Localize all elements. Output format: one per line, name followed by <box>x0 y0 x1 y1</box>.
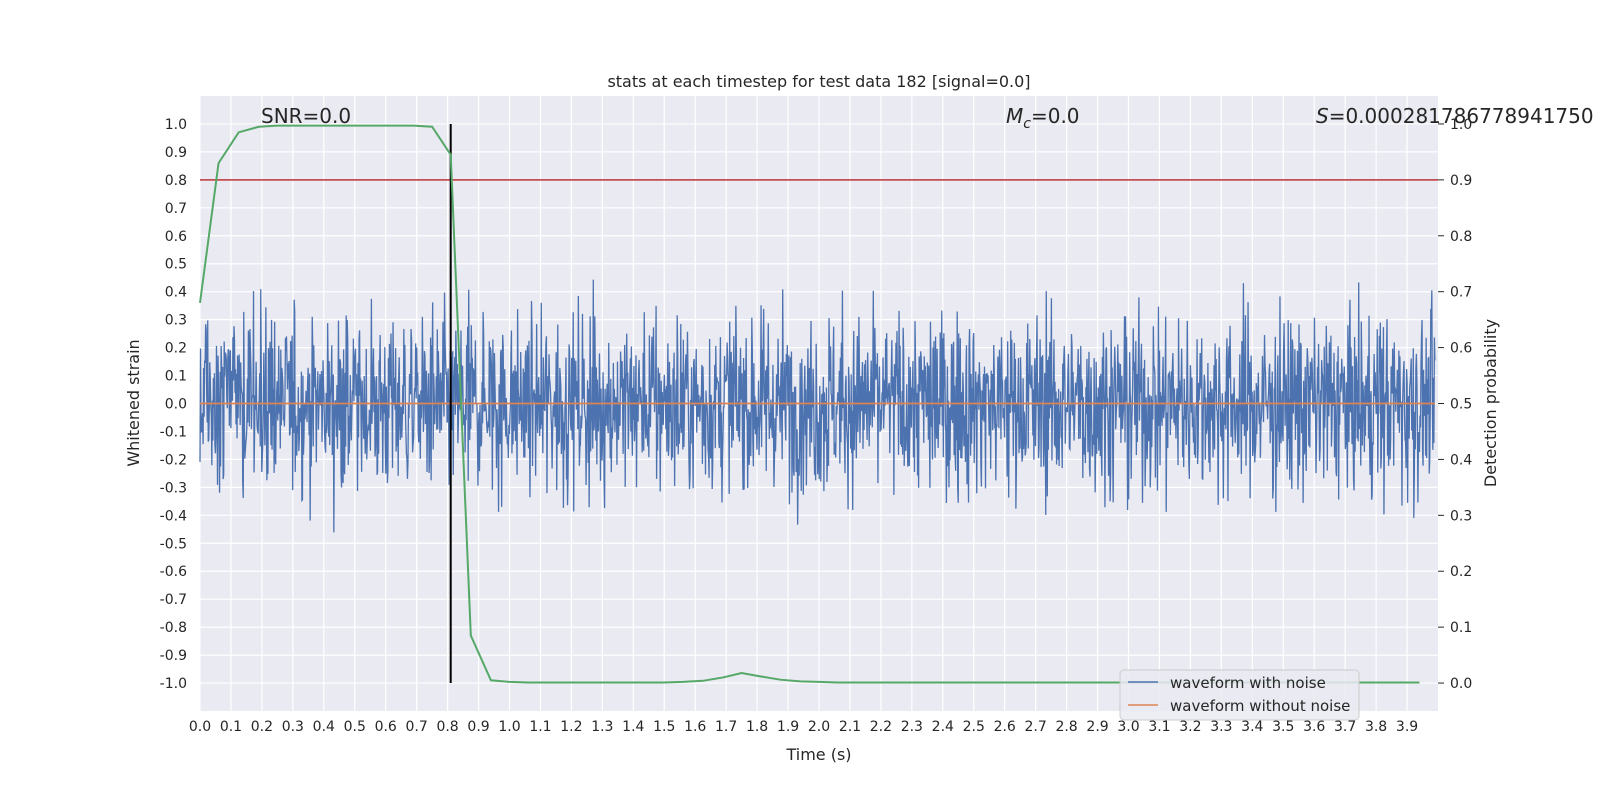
y-tick-label-right: 0.6 <box>1450 341 1472 357</box>
chirp-mass-symbol: M <box>1006 104 1023 128</box>
x-tick-label: 1.8 <box>746 719 768 735</box>
x-tick-label: 2.8 <box>1055 719 1077 735</box>
tick-labels: 0.0 0.1 0.2 0.3 0.4 0.5 0.6 0.7 0.8 0.9 1.0 1.1 1.2 1… <box>160 117 1473 735</box>
x-tick-label: 3.3 <box>1210 719 1232 735</box>
y-tick-label-left: 0.9 <box>165 145 187 161</box>
y-tick-label-left: -0.8 <box>160 620 187 636</box>
y-tick-label-right: 0.4 <box>1450 452 1472 468</box>
waveform-with-noise-line <box>199 279 1436 533</box>
x-tick-label: 3.5 <box>1272 719 1294 735</box>
y-tick-label-left: 0.1 <box>165 369 187 385</box>
x-tick-label: 1.9 <box>777 719 799 735</box>
y-tick-label-left: -0.7 <box>160 592 187 608</box>
y-tick-label-left: 0.7 <box>165 201 187 217</box>
x-tick-label: 0.9 <box>467 719 489 735</box>
y-tick-label-left: -0.1 <box>160 424 187 440</box>
x-tick-label: 2.0 <box>808 719 830 735</box>
y-axis-label-left: Whitened strain <box>124 339 143 466</box>
chart-title: stats at each timestep for test data 182… <box>607 72 1030 91</box>
legend-box <box>1119 669 1360 721</box>
x-tick-label: 2.5 <box>963 719 985 735</box>
x-tick-label: 1.4 <box>622 719 644 735</box>
y-tick-label-left: 0.3 <box>165 313 187 329</box>
y-tick-label-right: 0.3 <box>1450 508 1472 524</box>
y-tick-label-left: -0.5 <box>160 536 187 552</box>
x-tick-label: 3.0 <box>1117 719 1139 735</box>
y-tick-label-right: 0.2 <box>1450 564 1472 580</box>
x-tick-label: 2.2 <box>870 719 892 735</box>
x-axis-label: Time (s) <box>785 745 851 764</box>
y-tick-label-right: 0.5 <box>1450 397 1472 413</box>
series-waveform-with-noise <box>199 279 1436 533</box>
x-tick-label: 2.1 <box>839 719 861 735</box>
y-tick-label-left: 0.0 <box>165 397 187 413</box>
x-tick-label: 3.8 <box>1365 719 1387 735</box>
snr-annotation: SNR=0.0 <box>261 104 351 128</box>
x-tick-label: 1.5 <box>653 719 675 735</box>
x-tick-label: 1.1 <box>529 719 551 735</box>
x-tick-label: 3.1 <box>1148 719 1170 735</box>
y-tick-label-left: 0.8 <box>165 173 187 189</box>
y-tick-label-right: 0.0 <box>1450 676 1472 692</box>
x-tick-label: 2.7 <box>1025 719 1047 735</box>
s-symbol: S <box>1316 104 1329 128</box>
y-tick-label-left: 0.4 <box>165 285 187 301</box>
series-lines <box>199 123 1438 684</box>
x-tick-label: 0.5 <box>344 719 366 735</box>
x-tick-label: 0.3 <box>282 719 304 735</box>
x-tick-label: 1.2 <box>560 719 582 735</box>
x-tick-label: 0.2 <box>251 719 273 735</box>
y-axis-label-right: Detection probability <box>1481 319 1500 487</box>
y-tick-label-left: -0.2 <box>160 452 187 468</box>
x-tick-label: 1.0 <box>498 719 520 735</box>
x-tick-label: 2.9 <box>1086 719 1108 735</box>
y-tick-label-left: -0.9 <box>160 648 187 664</box>
chirp-mass-subscript: c <box>1023 116 1031 132</box>
y-tick-label-left: -0.6 <box>160 564 187 580</box>
y-tick-label-right: 0.9 <box>1450 173 1472 189</box>
legend-label-clean: waveform without noise <box>1170 697 1350 715</box>
x-tick-label: 0.1 <box>220 719 242 735</box>
s-annotation: S=0.000281786778941750 <box>1316 104 1594 128</box>
y-tick-label-left: -0.4 <box>160 508 187 524</box>
y-tick-label-left: 0.2 <box>165 341 187 357</box>
y-tick-label-left: 1.0 <box>165 117 187 133</box>
x-tick-label: 2.3 <box>901 719 923 735</box>
x-tick-label: 3.4 <box>1241 719 1263 735</box>
y-tick-label-left: -1.0 <box>160 676 187 692</box>
legend: waveform with noise waveform without noi… <box>1119 669 1360 721</box>
x-tick-label: 0.6 <box>375 719 397 735</box>
x-tick-label: 2.4 <box>932 719 954 735</box>
x-tick-label: 1.6 <box>684 719 706 735</box>
y-tick-label-left: -0.3 <box>160 480 187 496</box>
x-tick-label: 1.7 <box>715 719 737 735</box>
x-tick-label: 0.8 <box>436 719 458 735</box>
y-tick-label-right: 0.8 <box>1450 229 1472 245</box>
chirp-mass-value: =0.0 <box>1031 104 1080 128</box>
y-tick-label-right: 1.0 <box>1450 117 1472 133</box>
chirp-mass-annotation: Mc=0.0 <box>1006 104 1080 132</box>
x-tick-label: 3.6 <box>1303 719 1325 735</box>
y-tick-label-right: 0.1 <box>1450 620 1472 636</box>
detection-probability-line <box>199 124 1420 684</box>
x-tick-label: 0.7 <box>406 719 428 735</box>
x-tick-label: 0.4 <box>313 719 335 735</box>
s-value: =0.000281786778941750 <box>1329 104 1594 128</box>
y-tick-label-left: 0.6 <box>165 229 187 245</box>
y-tick-label-left: 0.5 <box>165 257 187 273</box>
x-tick-label: 2.6 <box>994 719 1016 735</box>
x-tick-label: 0.0 <box>189 719 211 735</box>
legend-label-noise: waveform with noise <box>1170 674 1326 692</box>
x-tick-label: 1.3 <box>591 719 613 735</box>
x-tick-label: 3.7 <box>1334 719 1356 735</box>
x-tick-label: 3.9 <box>1396 719 1418 735</box>
y-tick-label-right: 0.7 <box>1450 285 1472 301</box>
x-tick-label: 3.2 <box>1179 719 1201 735</box>
